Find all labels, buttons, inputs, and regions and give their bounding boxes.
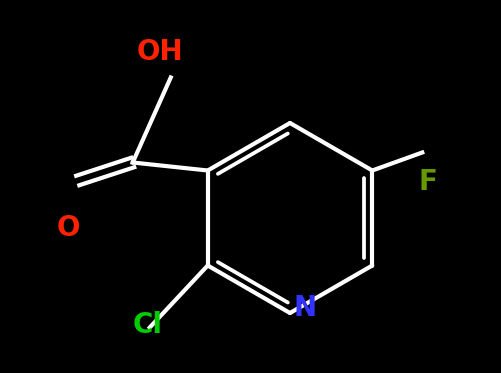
Text: OH: OH	[137, 38, 183, 66]
Text: F: F	[418, 168, 437, 196]
Text: Cl: Cl	[133, 311, 163, 339]
Text: O: O	[56, 214, 80, 242]
Text: N: N	[294, 294, 317, 322]
